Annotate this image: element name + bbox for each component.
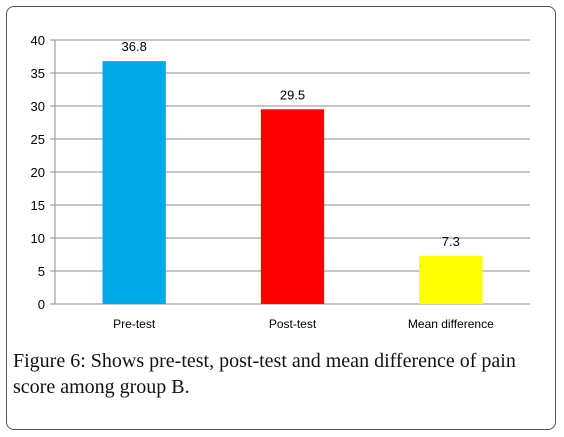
bar-chart: 0 5 10 15 20 25 30 35 40 36.8 Pre-test 29.5 Post-te… xyxy=(31,33,530,331)
y-tick-label: 5 xyxy=(38,264,45,279)
bar-mean-difference xyxy=(419,255,483,304)
bars-layer xyxy=(102,61,483,305)
figure-caption: Figure 6: Shows pre-test, post-test and … xyxy=(13,348,553,400)
bar-post-test xyxy=(260,109,325,304)
y-tick-label: 30 xyxy=(31,99,45,114)
y-tick-label: 20 xyxy=(31,165,45,180)
labels-layer: 36.8 Pre-test 29.5 Post-test 7.3 Mean differe… xyxy=(113,39,494,331)
x-tick-label: Post-test xyxy=(269,317,317,331)
x-tick-label: Pre-test xyxy=(113,317,156,331)
y-tick-label: 15 xyxy=(31,198,45,213)
data-label: 29.5 xyxy=(280,87,305,102)
y-tick-label: 10 xyxy=(31,231,45,246)
caption-label: Figure 6: xyxy=(13,350,86,372)
y-tick-label: 25 xyxy=(31,132,45,147)
y-tick-label: 35 xyxy=(31,66,45,81)
y-tick-label: 40 xyxy=(31,33,45,48)
x-tick-label: Mean difference xyxy=(408,317,494,331)
bar-pre-test xyxy=(102,61,166,305)
y-tick-label: 0 xyxy=(38,297,45,312)
data-label: 7.3 xyxy=(442,234,460,249)
data-label: 36.8 xyxy=(122,39,147,54)
caption-text: Shows pre-test, post-test and mean diffe… xyxy=(13,350,516,398)
